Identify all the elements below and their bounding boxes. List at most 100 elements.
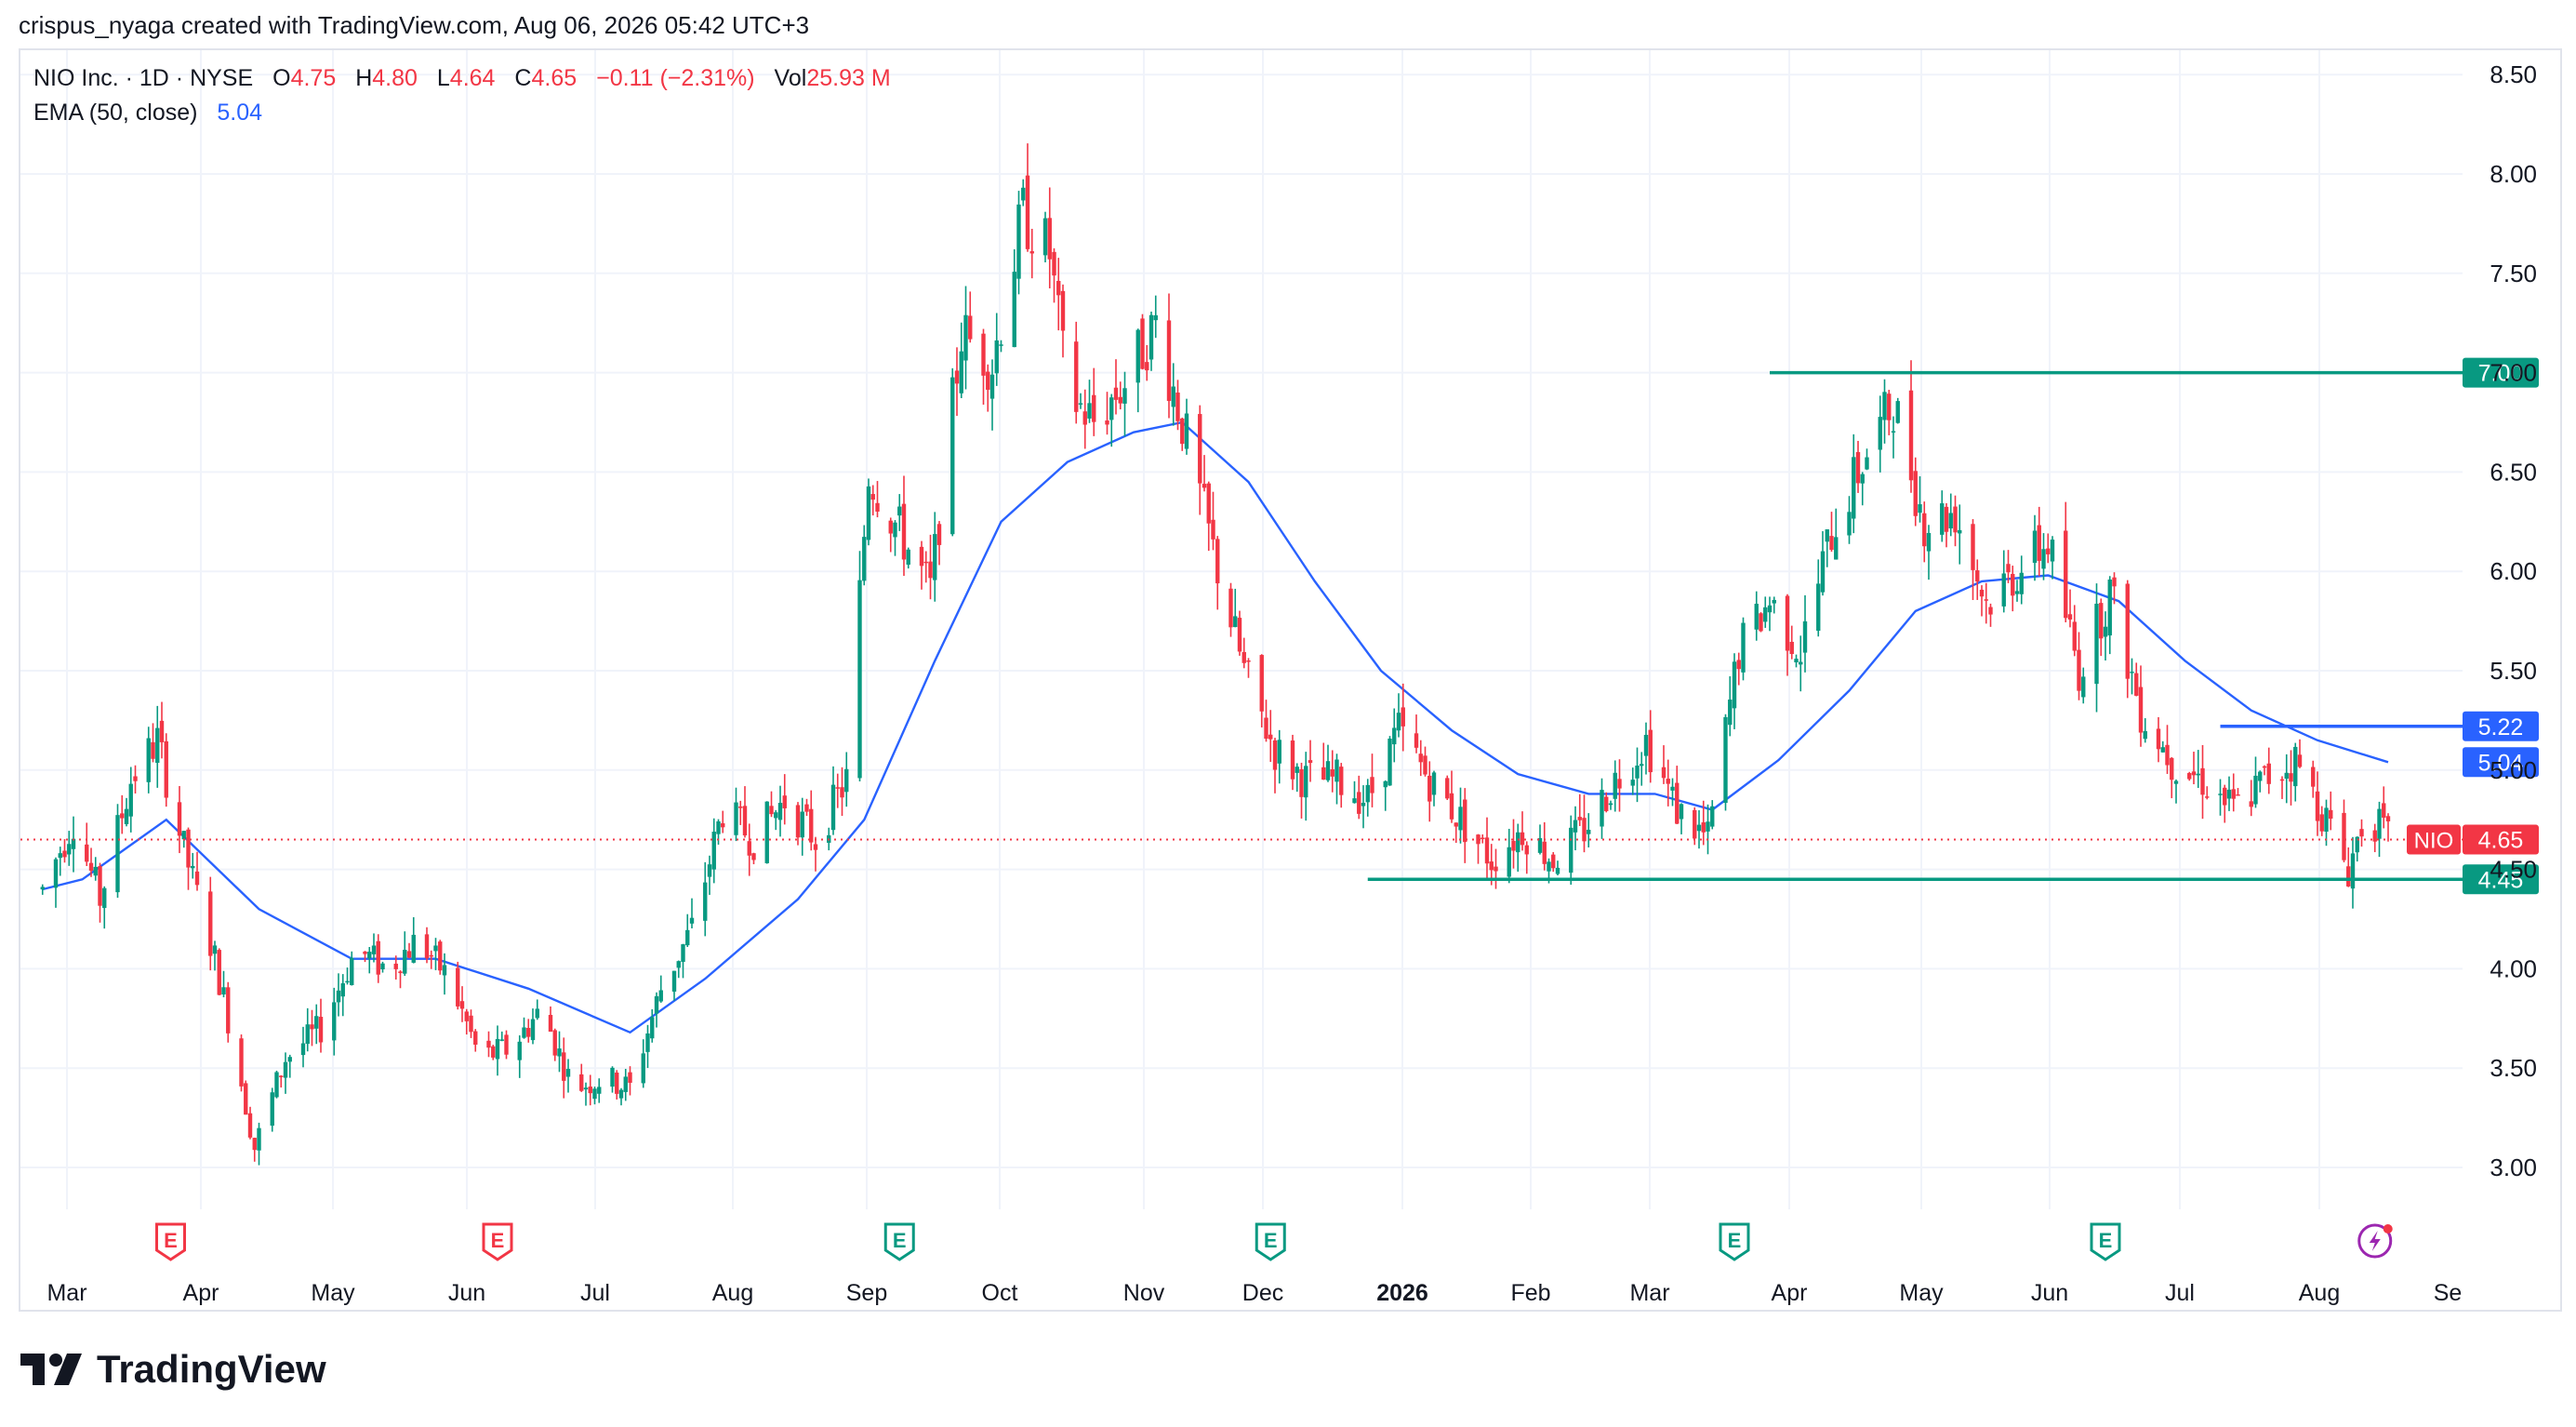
candle	[459, 986, 465, 1022]
candle-body	[813, 844, 818, 850]
candle-body	[1427, 775, 1432, 802]
candle	[795, 802, 801, 846]
candle-body	[936, 524, 942, 545]
candle	[1431, 770, 1437, 807]
candle-body	[1383, 780, 1388, 788]
candle	[2315, 771, 2320, 836]
candle-body	[1789, 641, 1794, 655]
candle-body	[1392, 727, 1397, 745]
candle-body	[1908, 390, 1914, 481]
candle-body	[2279, 779, 2285, 781]
candle-body	[548, 1015, 553, 1032]
candle-body	[2218, 794, 2223, 795]
candle-body	[424, 934, 430, 959]
candle-body	[1860, 473, 1865, 484]
candle-body	[1308, 760, 1313, 764]
candle	[1180, 417, 1185, 451]
ema-layer	[42, 420, 2389, 1034]
candle-body	[795, 805, 801, 838]
candle	[429, 950, 433, 969]
candle	[583, 1082, 589, 1106]
candle	[1944, 502, 1949, 548]
candle	[2077, 632, 2081, 700]
candle-body	[350, 957, 354, 985]
candle	[424, 927, 430, 964]
candle	[548, 1006, 553, 1033]
candle	[1277, 729, 1281, 784]
candle-body	[1321, 767, 1326, 780]
candle	[438, 940, 443, 975]
candle	[1754, 591, 1759, 641]
candle	[721, 810, 725, 834]
candle	[1012, 248, 1016, 348]
candle	[764, 801, 769, 864]
candle	[1577, 794, 1582, 826]
resistance-5-22-tag-label: 5.22	[2478, 714, 2524, 740]
candle-body	[1401, 707, 1405, 727]
candle	[800, 797, 804, 856]
candle	[464, 1008, 469, 1035]
candle	[1418, 740, 1423, 777]
candle	[1926, 525, 1932, 580]
x-tick-label: Aug	[712, 1280, 753, 1306]
candle-body	[318, 1017, 324, 1043]
candle-body	[986, 371, 990, 390]
candle	[406, 942, 412, 959]
candle	[469, 1009, 473, 1038]
candle	[2258, 770, 2263, 793]
candle-body	[279, 1075, 284, 1077]
candle-body	[588, 1087, 592, 1094]
candle-body	[1710, 806, 1715, 827]
candle-body	[1577, 817, 1582, 820]
candle-body	[562, 1052, 566, 1081]
candle	[1272, 738, 1278, 794]
x-tick-label: May	[311, 1280, 355, 1306]
tradingview-logo[interactable]: TradingView	[20, 1347, 326, 1392]
candle-body	[809, 808, 814, 843]
candle-body	[1825, 529, 1829, 542]
candle	[1339, 763, 1344, 808]
candle-body	[433, 945, 438, 952]
candle	[1202, 455, 1207, 492]
candle	[2125, 580, 2130, 699]
candle	[380, 961, 385, 973]
candle-body	[1507, 847, 1511, 877]
candle-body	[1365, 784, 1370, 803]
candle-body	[650, 1017, 655, 1039]
candle-body	[2170, 757, 2174, 780]
y-tick-label: 8.00	[2490, 160, 2537, 188]
last-price-symbol-chip	[2407, 824, 2461, 855]
candle	[345, 967, 350, 985]
candle	[1511, 819, 1516, 869]
candle	[2196, 750, 2200, 788]
candle	[2324, 799, 2329, 847]
candle-body	[751, 853, 756, 860]
candle	[1153, 295, 1158, 339]
candle-body	[1723, 716, 1728, 804]
candle	[522, 1017, 526, 1039]
candle-body	[1569, 827, 1573, 874]
candle	[1979, 585, 1985, 617]
candle	[1215, 536, 1220, 610]
candle-body	[742, 806, 748, 836]
x-tick-label: Jun	[2031, 1280, 2068, 1306]
legend-close-value: 4.65	[531, 65, 578, 91]
candle-body	[526, 1027, 531, 1037]
x-tick-label: Feb	[1510, 1280, 1550, 1306]
candle-body	[1975, 570, 1980, 582]
legend-ohlc-row: NIO Inc. · 1D · NYSE O4.75 H4.80 L4.64 C…	[33, 61, 891, 96]
earnings-marker	[883, 1222, 915, 1261]
candle-body	[411, 934, 416, 963]
candle	[1635, 747, 1640, 803]
candle-body	[1926, 532, 1932, 552]
candle-body	[623, 1076, 628, 1092]
support-4-45-tag	[2463, 864, 2539, 895]
candle-body	[676, 961, 681, 968]
candle-body	[146, 738, 151, 782]
candle-body	[2138, 687, 2144, 733]
candle	[239, 1034, 244, 1092]
candle-body	[247, 1113, 253, 1138]
legend-ema-row[interactable]: EMA (50, close) 5.04	[33, 96, 891, 130]
earnings-marker-label: E	[2099, 1229, 2113, 1252]
